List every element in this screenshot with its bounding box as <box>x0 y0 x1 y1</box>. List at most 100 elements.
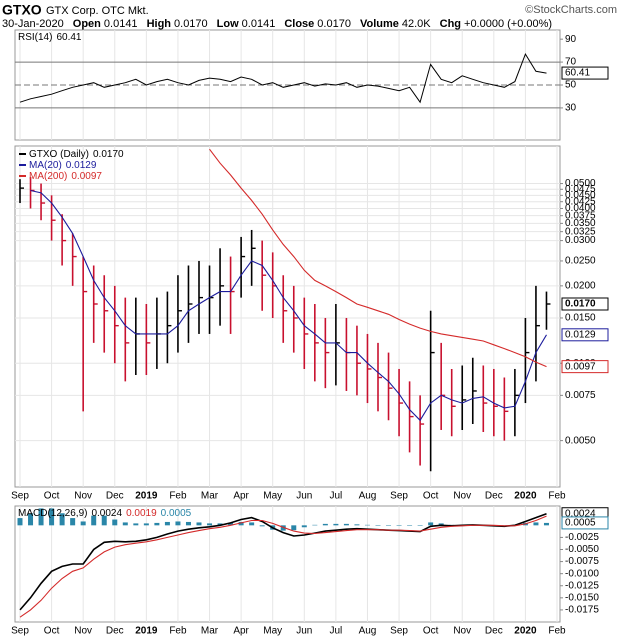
quote-value: 0.0141 <box>104 18 138 30</box>
histogram-bar <box>322 523 328 526</box>
legend-name: GTXO (Daily) <box>29 149 89 160</box>
histogram-bar <box>91 515 97 526</box>
panel-frame <box>14 505 561 623</box>
legend-value: 0.0097 <box>71 171 102 182</box>
histogram-bar <box>101 515 107 526</box>
value-box <box>561 297 609 311</box>
legend-entry: MACD(12,26,9) 0.0024 0.0019 0.0005 <box>18 508 192 519</box>
y-tick-label: 0.0300 <box>565 235 596 246</box>
legend-value: 0.0019 <box>126 508 157 519</box>
histogram-bar <box>80 521 86 526</box>
histogram-bar <box>333 523 339 526</box>
y-tick-label: 30 <box>565 103 577 114</box>
y-tick-label: 0.0450 <box>565 190 596 201</box>
histogram-bar <box>280 525 286 531</box>
company-name: GTX Corp. OTC Mkt. <box>46 5 149 17</box>
y-tick-label: 0.0350 <box>565 218 596 229</box>
histogram-bar <box>407 525 413 526</box>
histogram-bar <box>122 522 128 526</box>
x-tick-label: Nov <box>74 491 92 502</box>
quote-line: 30-Jan-2020 Open 0.0141 High 0.0170 Low 0.0141… <box>2 18 552 30</box>
histogram-bar <box>17 518 23 526</box>
y-tick-label: -0.0150 <box>565 592 599 603</box>
x-tick-label: Sep <box>11 626 29 637</box>
legend-value: 0.0170 <box>93 149 124 160</box>
histogram-bar <box>217 523 223 526</box>
legend-entry: RSI(14) 60.41 <box>18 32 82 43</box>
y-tick-label: 0.0500 <box>565 178 596 189</box>
legend-entry: MA(20) 0.0129 <box>29 160 97 171</box>
x-tick-label: Oct <box>44 491 60 502</box>
quote-label: Chg <box>440 18 461 30</box>
x-tick-label: 2020 <box>514 491 537 502</box>
histogram-bar <box>417 525 423 526</box>
series-line <box>19 515 547 618</box>
x-tick-label: Dec <box>106 491 124 502</box>
histogram-bar <box>38 508 44 526</box>
y-tick-label: 0.0425 <box>565 196 596 207</box>
x-tick-label: Jun <box>296 626 312 637</box>
histogram-bar <box>28 513 34 526</box>
y-tick-label: 0.0250 <box>565 256 596 267</box>
value-box-label: 0.0170 <box>565 299 596 310</box>
value-box-label: 0.0097 <box>565 361 596 372</box>
y-tick-label: -0.0125 <box>565 580 599 591</box>
y-tick-label: 0.0075 <box>565 390 596 401</box>
histogram-bar <box>112 519 118 526</box>
x-tick-label: Dec <box>485 626 503 637</box>
x-tick-label: Jul <box>329 491 342 502</box>
value-box-label: 0.0024 <box>565 508 596 519</box>
histogram-bar <box>354 524 360 526</box>
legend-value: 0.0005 <box>161 508 192 519</box>
y-tick-label: 70 <box>565 57 577 68</box>
legend-name: MA(200) <box>29 171 67 182</box>
x-tick-label: Sep <box>11 491 29 502</box>
quote-value: 0.0141 <box>242 18 276 30</box>
x-tick-label: 2019 <box>135 491 158 502</box>
histogram-bar <box>533 522 539 526</box>
y-tick-label: -0.0175 <box>565 605 599 616</box>
x-tick-label: Oct <box>423 626 439 637</box>
legend-value: 0.0024 <box>91 508 122 519</box>
x-tick-label: Feb <box>169 626 187 637</box>
value-box <box>561 66 609 80</box>
histogram-bar <box>164 521 170 526</box>
x-tick-label: Feb <box>548 491 566 502</box>
quote-value: 0.0170 <box>174 18 208 30</box>
quote-value: 0.0170 <box>317 18 351 30</box>
legend-value: 60.41 <box>56 32 81 43</box>
x-tick-label: Mar <box>201 491 219 502</box>
legend-name: MA(20) <box>29 160 62 171</box>
quote-label: High <box>147 18 172 30</box>
histogram-bar <box>291 525 297 531</box>
value-box-label: 60.41 <box>565 68 590 79</box>
legend-name: MACD(12,26,9) <box>18 508 87 519</box>
quote-label: Open <box>73 18 101 30</box>
y-tick-label: 0.0150 <box>565 313 596 324</box>
x-tick-label: Oct <box>44 626 60 637</box>
x-tick-label: Nov <box>453 626 471 637</box>
y-tick-label: 0.0475 <box>565 184 596 195</box>
x-tick-label: May <box>263 491 282 502</box>
x-tick-label: Nov <box>453 491 471 502</box>
legend-name: RSI(14) <box>18 32 52 43</box>
histogram-bar <box>249 522 255 526</box>
histogram-bar <box>312 524 318 526</box>
x-tick-label: Nov <box>74 626 92 637</box>
x-tick-label: Aug <box>359 626 377 637</box>
histogram-bar <box>396 525 402 526</box>
y-tick-label: 0.0200 <box>565 280 596 291</box>
y-tick-label: 0.0375 <box>565 210 596 221</box>
histogram-bar <box>428 522 434 526</box>
quote-value: +0.0000 (+0.00%) <box>464 18 552 30</box>
x-tick-label: Sep <box>390 626 408 637</box>
histogram-bar <box>185 521 191 526</box>
histogram-bar <box>133 523 139 526</box>
y-tick-label: -0.0100 <box>565 568 599 579</box>
x-tick-label: Oct <box>423 491 439 502</box>
x-tick-label: 2019 <box>135 626 158 637</box>
histogram-bar <box>259 525 265 527</box>
histogram-bar <box>364 524 370 526</box>
value-box <box>561 360 609 374</box>
histogram-bar <box>207 523 213 526</box>
